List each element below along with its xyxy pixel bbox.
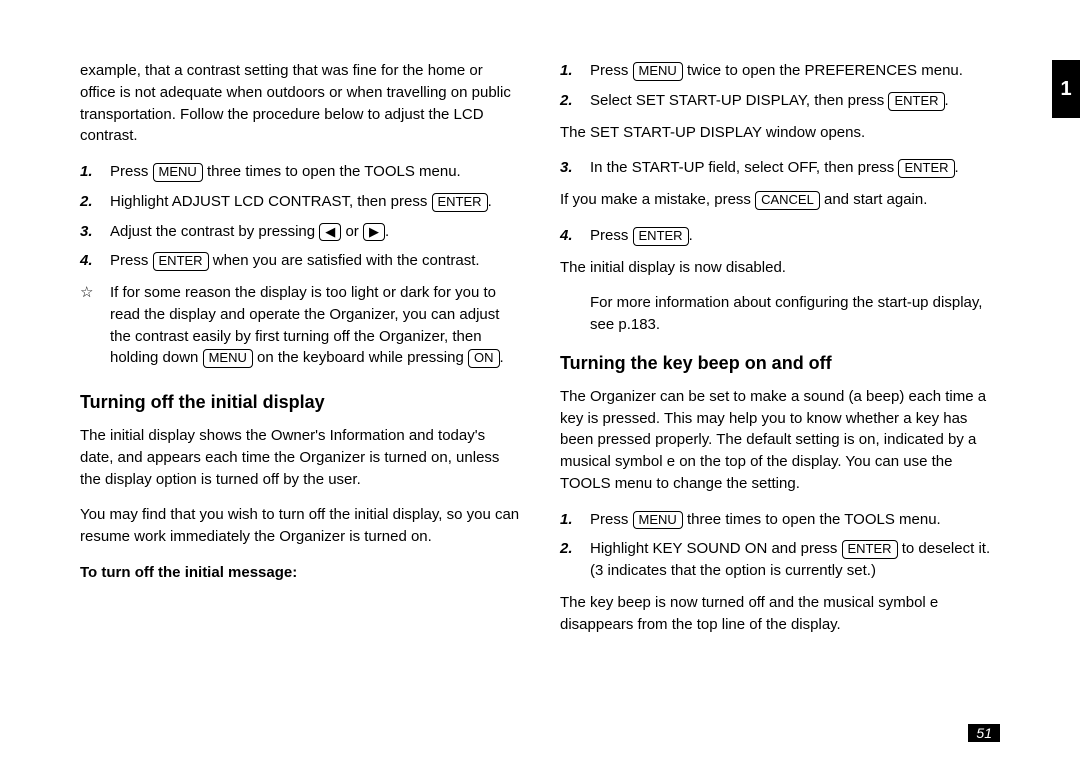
text: three times to open the TOOLS menu. [203, 163, 461, 180]
text: In the START-UP field, select OFF, then … [590, 159, 898, 176]
step-body: Press MENU three times to open the TOOLS… [110, 161, 520, 183]
page-content: example, that a contrast setting that wa… [0, 0, 1080, 679]
step-number: 1. [560, 509, 590, 531]
enter-key: ENTER [432, 193, 488, 212]
menu-key: MENU [633, 511, 683, 530]
step-body: Press ENTER when you are satisfied with … [110, 250, 520, 272]
step-3: 3. Adjust the contrast by pressing ◀ or … [80, 221, 520, 243]
tip-icon: ☆ [80, 282, 110, 369]
closing-paragraph: The key beep is now turned off and the m… [560, 592, 1000, 636]
step-1: 1. Press MENU three times to open the TO… [80, 161, 520, 183]
paragraph: The initial display shows the Owner's In… [80, 425, 520, 490]
right-column: 1. Press MENU twice to open the PREFEREN… [560, 60, 1000, 649]
step-number: 1. [560, 60, 590, 82]
step-body: Select SET START-UP DISPLAY, then press … [590, 90, 1000, 112]
text: . [385, 223, 389, 240]
step-body: Highlight ADJUST LCD CONTRAST, then pres… [110, 191, 520, 213]
enter-key: ENTER [153, 252, 209, 271]
text: Select SET START-UP DISPLAY, then press [590, 92, 888, 109]
step-2: 2. Highlight KEY SOUND ON and press ENTE… [560, 538, 1000, 582]
paragraph: You may find that you wish to turn off t… [80, 504, 520, 548]
step-4: 4. Press ENTER. [560, 225, 1000, 247]
text: . [945, 92, 949, 109]
text: . [500, 349, 504, 366]
paragraph: The initial display is now disabled. [560, 257, 1000, 279]
on-key: ON [468, 349, 500, 368]
text: Press [590, 62, 633, 79]
step-2: 2. Highlight ADJUST LCD CONTRAST, then p… [80, 191, 520, 213]
text: . [955, 159, 959, 176]
menu-key: MENU [633, 62, 683, 81]
step-number: 1. [80, 161, 110, 183]
step-1: 1. Press MENU three times to open the TO… [560, 509, 1000, 531]
step-number: 2. [80, 191, 110, 213]
lcd-steps: 1. Press MENU three times to open the TO… [80, 161, 520, 272]
section-heading-key-beep: Turning the key beep on and off [560, 350, 1000, 376]
enter-key: ENTER [888, 92, 944, 111]
step-number: 3. [80, 221, 110, 243]
menu-key: MENU [203, 349, 253, 368]
intro-paragraph: example, that a contrast setting that wa… [80, 60, 520, 147]
text: when you are satisfied with the contrast… [209, 252, 480, 269]
step-body: Press ENTER. [590, 225, 1000, 247]
tip-block: ☆ If for some reason the display is too … [80, 282, 520, 369]
more-info: For more information about configuring t… [590, 292, 1000, 336]
initial-message-steps-end: 4. Press ENTER. [560, 225, 1000, 247]
step-3: 3. In the START-UP field, select OFF, th… [560, 157, 1000, 179]
step-4: 4. Press ENTER when you are satisfied wi… [80, 250, 520, 272]
enter-key: ENTER [898, 159, 954, 178]
text: twice to open the PREFERENCES menu. [683, 62, 963, 79]
text: Highlight ADJUST LCD CONTRAST, then pres… [110, 193, 432, 210]
step-number: 3. [560, 157, 590, 179]
text: If you make a mistake, press [560, 191, 755, 208]
chapter-tab: 1 [1052, 60, 1080, 118]
step-number: 2. [560, 538, 590, 582]
menu-key: MENU [153, 163, 203, 182]
step-2: 2. Select SET START-UP DISPLAY, then pre… [560, 90, 1000, 112]
page-number: 51 [968, 724, 1000, 742]
left-column: example, that a contrast setting that wa… [80, 60, 520, 649]
paragraph: If you make a mistake, press CANCEL and … [560, 189, 1000, 211]
enter-key: ENTER [633, 227, 689, 246]
text: Press [590, 227, 633, 244]
text: Adjust the contrast by pressing [110, 223, 319, 240]
text: Highlight KEY SOUND ON and press [590, 540, 842, 557]
step-number: 2. [560, 90, 590, 112]
text: Press [110, 163, 153, 180]
text: three times to open the TOOLS menu. [683, 511, 941, 528]
step-body: Adjust the contrast by pressing ◀ or ▶. [110, 221, 520, 243]
step-number: 4. [560, 225, 590, 247]
tip-body: If for some reason the display is too li… [110, 282, 520, 369]
right-arrow-key: ▶ [363, 223, 385, 242]
cancel-key: CANCEL [755, 191, 820, 210]
step-body: In the START-UP field, select OFF, then … [590, 157, 1000, 179]
text: . [689, 227, 693, 244]
left-arrow-key: ◀ [319, 223, 341, 242]
text: Press [110, 252, 153, 269]
step-1: 1. Press MENU twice to open the PREFEREN… [560, 60, 1000, 82]
text: Press [590, 511, 633, 528]
text: . [488, 193, 492, 210]
key-beep-steps: 1. Press MENU three times to open the TO… [560, 509, 1000, 582]
paragraph: The Organizer can be set to make a sound… [560, 386, 1000, 495]
enter-key: ENTER [842, 540, 898, 559]
text: or [341, 223, 363, 240]
text: and start again. [820, 191, 928, 208]
step-body: Press MENU three times to open the TOOLS… [590, 509, 1000, 531]
step-body: Highlight KEY SOUND ON and press ENTER t… [590, 538, 1000, 582]
section-heading-initial-display: Turning off the initial display [80, 389, 520, 415]
subheading: To turn off the initial message: [80, 562, 520, 584]
initial-message-steps-cont: 3. In the START-UP field, select OFF, th… [560, 157, 1000, 179]
text: on the keyboard while pressing [253, 349, 468, 366]
step-body: Press MENU twice to open the PREFERENCES… [590, 60, 1000, 82]
initial-message-steps: 1. Press MENU twice to open the PREFEREN… [560, 60, 1000, 112]
paragraph: The SET START-UP DISPLAY window opens. [560, 122, 1000, 144]
step-number: 4. [80, 250, 110, 272]
